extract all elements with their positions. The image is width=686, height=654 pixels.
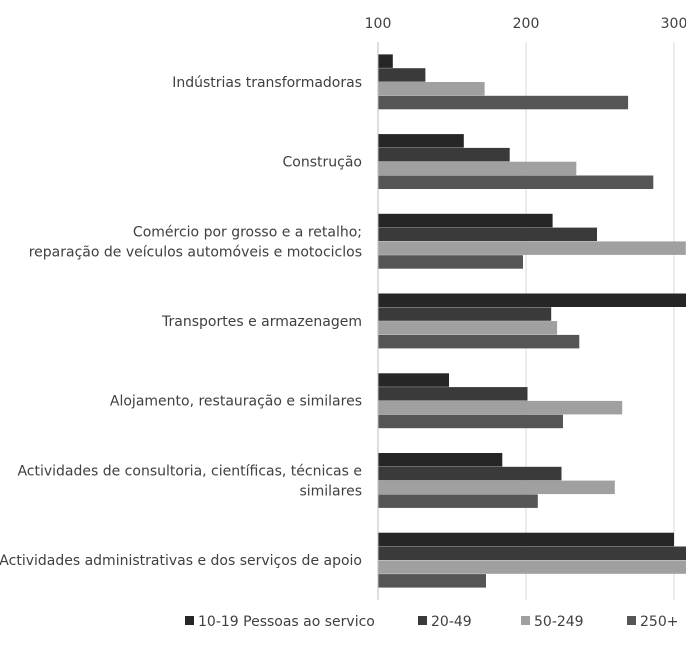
grid-lines [525, 42, 675, 600]
x-tick-label-200: 200 [513, 16, 540, 32]
category-label-2-0: Comércio por grosso e a retalho; [133, 224, 362, 240]
category-label-5-1: similares [299, 483, 362, 499]
bar-3-5 [378, 494, 538, 508]
bar-1-4 [378, 387, 528, 401]
legend-swatch-1 [418, 616, 427, 625]
bar-3-0 [378, 95, 629, 110]
legend-swatch-0 [185, 616, 194, 625]
x-tick-label-100: 100 [365, 16, 392, 32]
bar-0-3 [378, 293, 686, 307]
bar-1-3 [378, 307, 552, 321]
bar-2-5 [378, 480, 615, 495]
legend-swatch-2 [521, 616, 530, 625]
bar-0-6 [378, 532, 674, 547]
bar-3-1 [378, 175, 654, 189]
legend-label-0: 10-19 Pessoas ao servico [198, 614, 375, 630]
bar-2-6 [378, 560, 686, 574]
bar-1-1 [378, 147, 510, 162]
bar-0-4 [378, 373, 449, 387]
bar-2-1 [378, 161, 577, 176]
bar-1-5 [378, 466, 562, 481]
x-axis-ticks: 100 200 300 [365, 16, 686, 32]
category-label-2-1: reparação de veículos automóveis e motoc… [29, 244, 362, 260]
category-label-3-0: Transportes e armazenagem [161, 314, 362, 330]
x-tick-label-300: 300 [661, 16, 686, 32]
bar-3-3 [378, 334, 580, 349]
legend-label-2: 50-249 [534, 614, 584, 630]
bar-2-2 [378, 241, 686, 255]
legend-swatch-3 [627, 616, 636, 625]
bar-0-2 [378, 213, 553, 228]
bar-1-2 [378, 227, 597, 242]
legend-label-3: 250+ [640, 614, 678, 630]
category-label-6-0: Actividades administrativas e dos serviç… [0, 553, 362, 569]
bar-0-5 [378, 453, 503, 467]
bar-3-4 [378, 414, 563, 429]
bar-1-0 [378, 68, 426, 82]
bar-2-0 [378, 82, 485, 96]
category-label-1-0: Construção [283, 155, 362, 171]
legend: 10-19 Pessoas ao servico 20-49 50-249 250+ [185, 614, 678, 630]
bars [378, 54, 686, 588]
bar-1-6 [378, 546, 686, 560]
bar-2-4 [378, 400, 623, 415]
category-label-0-0: Indústrias transformadoras [172, 75, 362, 91]
category-label-5-0: Actividades de consultoria, científicas,… [17, 463, 362, 479]
legend-label-1: 20-49 [431, 614, 472, 630]
category-label-4-0: Alojamento, restauração e similares [110, 394, 362, 410]
category-labels: Indústrias transformadoras Construção Comé… [0, 75, 362, 569]
bar-0-1 [378, 134, 464, 148]
bar-2-3 [378, 321, 558, 335]
bar-3-6 [378, 574, 486, 588]
bar-0-0 [378, 54, 393, 68]
bar-3-2 [378, 255, 523, 269]
